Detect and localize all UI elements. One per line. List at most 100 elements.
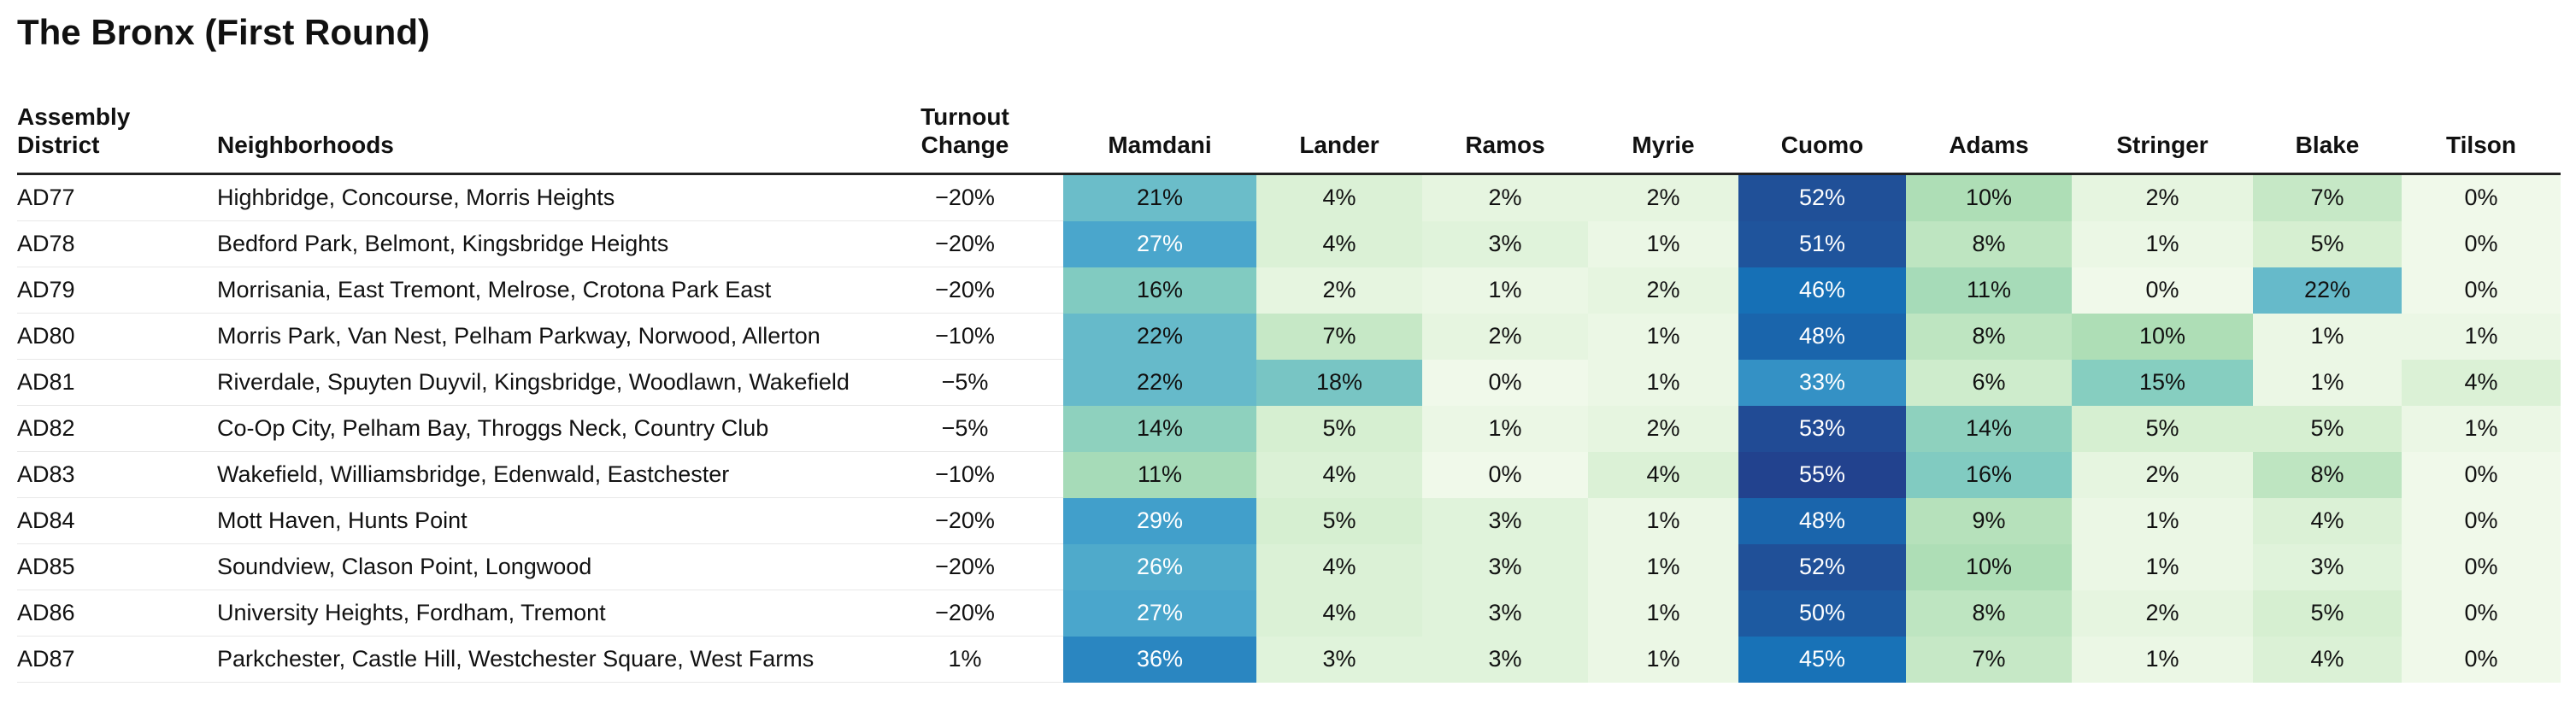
- cell-adams: 6%: [1906, 359, 2072, 406]
- cell-mamdani: 26%: [1063, 543, 1256, 590]
- cell-lander: 4%: [1256, 451, 1422, 498]
- cell-blake: 3%: [2253, 543, 2402, 590]
- cell-mamdani: 29%: [1063, 497, 1256, 544]
- table-body: AD77 Highbridge, Concourse, Morris Height…: [17, 173, 2561, 683]
- cell-stringer: 1%: [2072, 220, 2253, 267]
- cell-stringer: 10%: [2072, 313, 2253, 360]
- cell-stringer: 1%: [2072, 543, 2253, 590]
- cell-ramos: 3%: [1422, 590, 1588, 637]
- table-row: AD86 University Heights, Fordham, Tremont…: [17, 590, 2561, 637]
- cell-turnout: −20%: [867, 220, 1063, 267]
- cell-neighborhoods: Morris Park, Van Nest, Pelham Parkway, N…: [217, 313, 867, 360]
- cell-district: AD78: [17, 220, 217, 267]
- cell-district: AD87: [17, 636, 217, 683]
- cell-turnout: −5%: [867, 405, 1063, 452]
- header-ramos: Ramos: [1465, 132, 1545, 158]
- header-cuomo: Cuomo: [1780, 132, 1864, 158]
- cell-stringer: 5%: [2072, 405, 2253, 452]
- cell-turnout: 1%: [867, 636, 1063, 683]
- cell-tilson: 0%: [2402, 173, 2561, 221]
- cell-ramos: 3%: [1422, 543, 1588, 590]
- cell-adams: 7%: [1906, 636, 2072, 683]
- cell-mamdani: 22%: [1063, 313, 1256, 360]
- cell-cuomo: 48%: [1738, 313, 1906, 360]
- cell-neighborhoods: Morrisania, East Tremont, Melrose, Croto…: [217, 267, 867, 314]
- cell-ramos: 0%: [1422, 359, 1588, 406]
- cell-ramos: 3%: [1422, 220, 1588, 267]
- cell-district: AD81: [17, 359, 217, 406]
- cell-lander: 5%: [1256, 405, 1422, 452]
- cell-myrie: 4%: [1588, 451, 1738, 498]
- cell-mamdani: 14%: [1063, 405, 1256, 452]
- cell-lander: 4%: [1256, 543, 1422, 590]
- cell-tilson: 1%: [2402, 405, 2561, 452]
- cell-blake: 8%: [2253, 451, 2402, 498]
- cell-lander: 18%: [1256, 359, 1422, 406]
- cell-lander: 4%: [1256, 173, 1422, 221]
- cell-neighborhoods: University Heights, Fordham, Tremont: [217, 590, 867, 637]
- cell-cuomo: 33%: [1738, 359, 1906, 406]
- cell-mamdani: 27%: [1063, 220, 1256, 267]
- chart-title: The Bronx (First Round): [17, 12, 430, 52]
- cell-myrie: 2%: [1588, 173, 1738, 221]
- cell-blake: 22%: [2253, 267, 2402, 314]
- cell-turnout: −10%: [867, 451, 1063, 498]
- cell-adams: 10%: [1906, 543, 2072, 590]
- cell-lander: 5%: [1256, 497, 1422, 544]
- results-table: Assembly District Neighborhoods Turnout …: [17, 103, 2561, 683]
- cell-adams: 8%: [1906, 313, 2072, 360]
- table-row: AD78 Bedford Park, Belmont, Kingsbridge H…: [17, 220, 2561, 267]
- cell-mamdani: 16%: [1063, 267, 1256, 314]
- cell-turnout: −10%: [867, 313, 1063, 360]
- cell-district: AD86: [17, 590, 217, 637]
- cell-blake: 5%: [2253, 405, 2402, 452]
- cell-turnout: −20%: [867, 173, 1063, 221]
- table-row: AD82 Co-Op City, Pelham Bay, Throggs Neck…: [17, 405, 2561, 452]
- cell-myrie: 1%: [1588, 497, 1738, 544]
- cell-blake: 7%: [2253, 173, 2402, 221]
- cell-cuomo: 48%: [1738, 497, 1906, 544]
- cell-turnout: −20%: [867, 543, 1063, 590]
- cell-mamdani: 36%: [1063, 636, 1256, 683]
- cell-tilson: 0%: [2402, 497, 2561, 544]
- cell-stringer: 1%: [2072, 636, 2253, 683]
- table-row: AD84 Mott Haven, Hunts Point −20% 29% 5% 3% 1%…: [17, 497, 2561, 544]
- cell-neighborhoods: Parkchester, Castle Hill, Westchester Sq…: [217, 636, 867, 683]
- cell-ramos: 3%: [1422, 636, 1588, 683]
- cell-district: AD83: [17, 451, 217, 498]
- table-row: AD77 Highbridge, Concourse, Morris Height…: [17, 173, 2561, 221]
- cell-ramos: 0%: [1422, 451, 1588, 498]
- cell-cuomo: 51%: [1738, 220, 1906, 267]
- cell-cuomo: 53%: [1738, 405, 1906, 452]
- cell-neighborhoods: Riverdale, Spuyten Duyvil, Kingsbridge, …: [217, 359, 867, 406]
- cell-myrie: 1%: [1588, 359, 1738, 406]
- cell-lander: 3%: [1256, 636, 1422, 683]
- cell-cuomo: 45%: [1738, 636, 1906, 683]
- cell-turnout: −20%: [867, 497, 1063, 544]
- cell-blake: 5%: [2253, 590, 2402, 637]
- cell-district: AD84: [17, 497, 217, 544]
- table-row: AD83 Wakefield, Williamsbridge, Edenwald,…: [17, 451, 2561, 498]
- cell-ramos: 3%: [1422, 497, 1588, 544]
- cell-tilson: 0%: [2402, 451, 2561, 498]
- cell-mamdani: 22%: [1063, 359, 1256, 406]
- cell-ramos: 1%: [1422, 405, 1588, 452]
- cell-blake: 1%: [2253, 359, 2402, 406]
- cell-myrie: 2%: [1588, 267, 1738, 314]
- cell-myrie: 1%: [1588, 543, 1738, 590]
- cell-neighborhoods: Mott Haven, Hunts Point: [217, 497, 867, 544]
- cell-neighborhoods: Soundview, Clason Point, Longwood: [217, 543, 867, 590]
- cell-blake: 1%: [2253, 313, 2402, 360]
- cell-lander: 4%: [1256, 590, 1422, 637]
- cell-neighborhoods: Bedford Park, Belmont, Kingsbridge Heigh…: [217, 220, 867, 267]
- cell-tilson: 0%: [2402, 543, 2561, 590]
- header-blake: Blake: [2295, 132, 2360, 158]
- table-row: AD81 Riverdale, Spuyten Duyvil, Kingsbrid…: [17, 359, 2561, 406]
- cell-stringer: 15%: [2072, 359, 2253, 406]
- cell-myrie: 2%: [1588, 405, 1738, 452]
- cell-lander: 2%: [1256, 267, 1422, 314]
- cell-tilson: 0%: [2402, 220, 2561, 267]
- cell-mamdani: 27%: [1063, 590, 1256, 637]
- cell-adams: 10%: [1906, 173, 2072, 221]
- cell-turnout: −20%: [867, 267, 1063, 314]
